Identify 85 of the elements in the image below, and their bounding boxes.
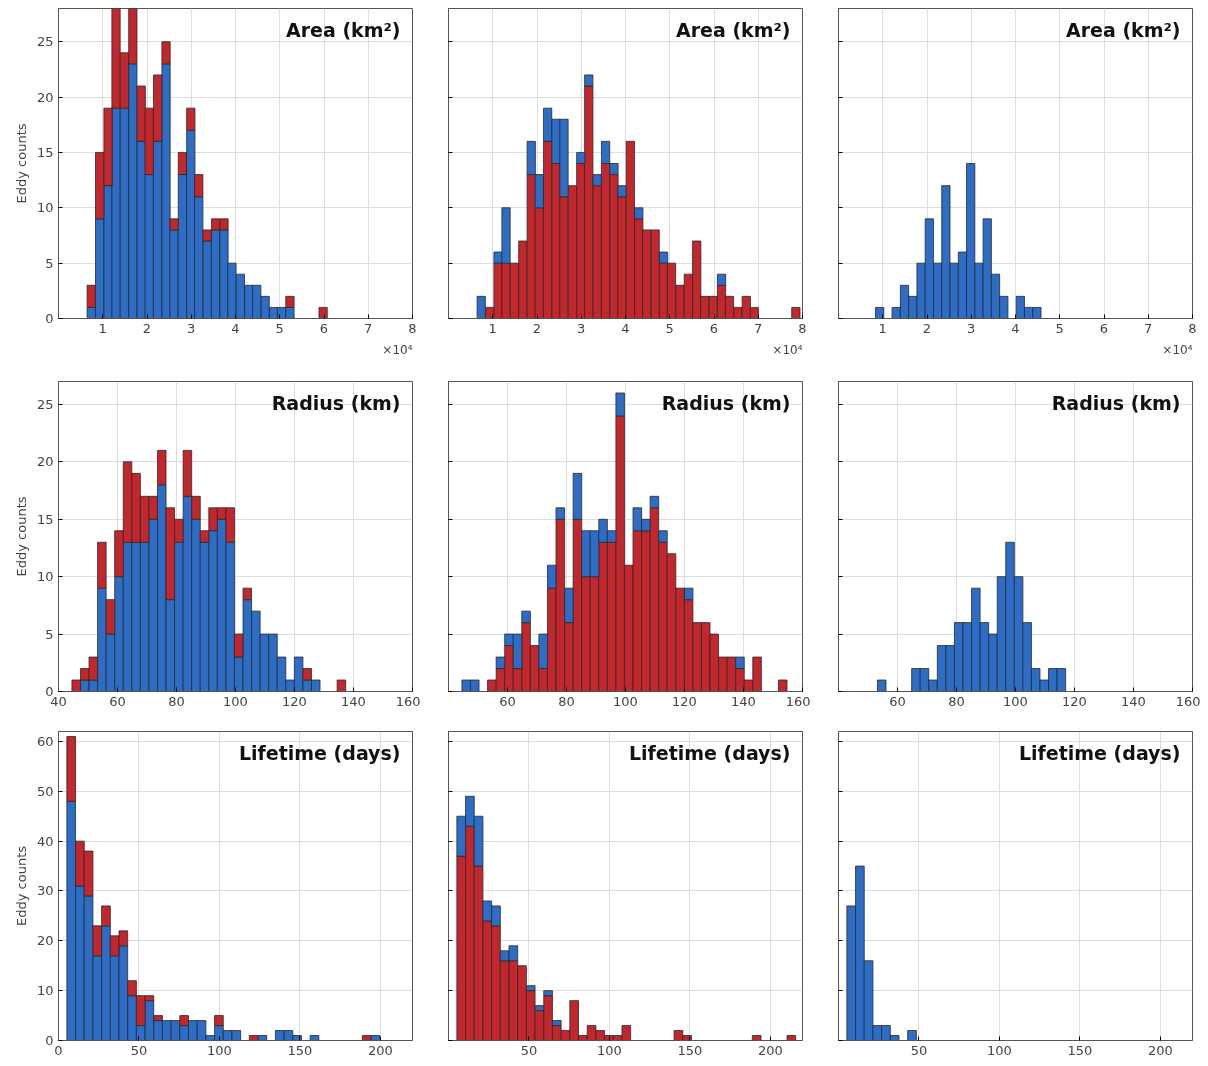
- text: ×10⁴: [382, 342, 413, 357]
- x-tick-label: 1: [98, 320, 107, 336]
- x-tick-label: 7: [364, 320, 373, 336]
- y-tick-label: 5: [45, 626, 54, 642]
- x-tick-label: 160: [1175, 693, 1201, 709]
- x-tick-label: 140: [731, 693, 756, 709]
- x-tick-label: 80: [948, 693, 965, 709]
- y-tick-label: 20: [36, 933, 54, 949]
- x-tick-label: 160: [395, 693, 421, 709]
- x-tick-label: 8: [798, 320, 807, 336]
- x-tick-label: 100: [597, 1042, 622, 1058]
- y-tick-label: 25: [36, 34, 54, 50]
- x-tick-label: 140: [341, 693, 366, 709]
- x-tick-label: 4: [1011, 320, 1020, 336]
- x-tick-label: 1: [488, 320, 497, 336]
- x-tick-label: 3: [967, 320, 976, 336]
- x-tick-label: 2: [142, 320, 152, 336]
- y-axis-title: Eddy counts: [13, 496, 29, 577]
- y-tick-label: 10: [36, 569, 54, 585]
- text: Area (km²): [675, 18, 791, 41]
- x-tick-label: 50: [520, 1042, 538, 1058]
- x-tick-label: 8: [408, 320, 417, 336]
- x-tick-label: 200: [367, 1042, 393, 1058]
- x-tick-label: 60: [499, 693, 516, 709]
- x-tick-label: 100: [223, 693, 248, 709]
- text: Radius (km): [271, 391, 401, 414]
- text: Area (km²): [1065, 18, 1181, 41]
- x-tick-label: 140: [1121, 693, 1146, 709]
- y-axis-title: Eddy counts: [13, 123, 29, 204]
- y-tick-label: 25: [36, 396, 54, 412]
- x-tick-label: 3: [577, 320, 586, 336]
- x-tick-label: 100: [987, 1042, 1012, 1058]
- x-tick-label: 6: [709, 320, 719, 336]
- x-tick-label: 120: [282, 693, 307, 709]
- x-tick-label: 150: [287, 1042, 313, 1058]
- x-tick-label: 200: [1147, 1042, 1173, 1058]
- text: ×10⁴: [772, 342, 803, 357]
- y-axis-title: Eddy counts: [13, 845, 29, 926]
- x-tick-label: 4: [621, 320, 630, 336]
- y-tick-label: 10: [36, 200, 54, 216]
- x-tick-label: 80: [558, 693, 575, 709]
- y-tick-label: 15: [36, 511, 54, 527]
- x-tick-label: 7: [754, 320, 763, 336]
- x-tick-label: 2: [922, 320, 932, 336]
- x-tick-label: 60: [889, 693, 906, 709]
- y-tick-label: 15: [36, 144, 54, 160]
- text: Area (km²): [285, 18, 401, 41]
- y-tick-label: 10: [36, 983, 54, 999]
- x-tick-label: 6: [319, 320, 329, 336]
- x-tick-label: 100: [1003, 693, 1028, 709]
- x-tick-label: 100: [207, 1042, 232, 1058]
- x-tick-label: 3: [187, 320, 196, 336]
- x-tick-label: 5: [665, 320, 674, 336]
- y-tick-label: 40: [36, 833, 54, 849]
- x-tick-label: 150: [1067, 1042, 1093, 1058]
- x-tick-label: 60: [109, 693, 126, 709]
- x-tick-label: 120: [672, 693, 697, 709]
- y-tick-label: 5: [45, 255, 54, 271]
- y-tick-label: 60: [36, 733, 54, 749]
- x-tick-label: 50: [130, 1042, 148, 1058]
- x-tick-label: 4: [231, 320, 240, 336]
- x-tick-label: 160: [785, 693, 811, 709]
- x-tick-label: 200: [757, 1042, 783, 1058]
- x-tick-label: 7: [1144, 320, 1153, 336]
- y-tick-label: 30: [36, 883, 54, 899]
- text: Radius (km): [1051, 391, 1181, 414]
- text: Lifetime (days): [238, 741, 401, 764]
- y-tick-label: 20: [36, 454, 54, 470]
- x-tick-label: 6: [1099, 320, 1109, 336]
- x-tick-label: 2: [532, 320, 542, 336]
- x-tick-label: 50: [910, 1042, 928, 1058]
- x-tick-label: 100: [613, 693, 638, 709]
- text: Lifetime (days): [1018, 741, 1181, 764]
- x-tick-label: 120: [1062, 693, 1087, 709]
- x-tick-label: 80: [168, 693, 185, 709]
- x-tick-label: 8: [1188, 320, 1197, 336]
- text: Lifetime (days): [628, 741, 791, 764]
- text: ×10⁴: [1162, 342, 1193, 357]
- x-tick-label: 5: [275, 320, 284, 336]
- y-tick-label: 20: [36, 89, 54, 105]
- text: Radius (km): [661, 391, 791, 414]
- y-tick-label: 50: [36, 783, 54, 799]
- x-tick-label: 5: [1055, 320, 1064, 336]
- x-tick-label: 150: [677, 1042, 703, 1058]
- x-tick-label: 1: [878, 320, 887, 336]
